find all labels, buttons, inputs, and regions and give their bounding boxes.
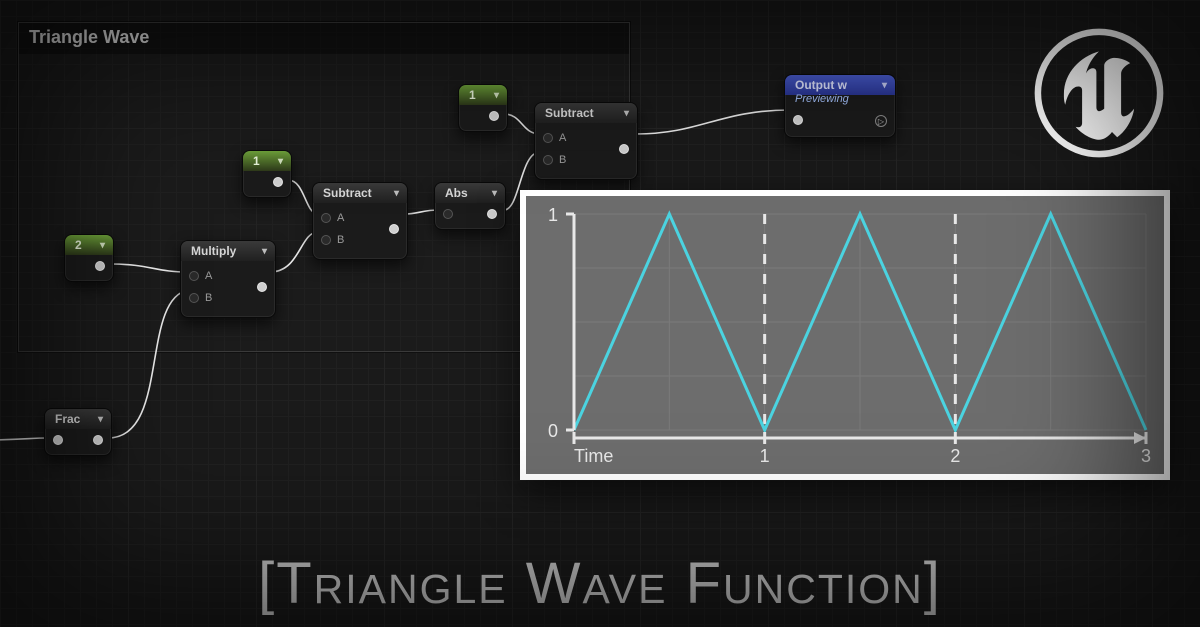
pin-in-b[interactable] bbox=[543, 155, 553, 165]
node-const-1b-header[interactable]: 1 ▾ bbox=[459, 85, 507, 105]
chevron-down-icon[interactable]: ▾ bbox=[492, 188, 497, 199]
node-abs-header[interactable]: Abs ▾ bbox=[435, 183, 505, 203]
chevron-down-icon[interactable]: ▾ bbox=[882, 80, 887, 91]
node-const-2-header[interactable]: 2 ▾ bbox=[65, 235, 113, 255]
node-output-sub: Previewing bbox=[785, 93, 895, 109]
node-const-1a[interactable]: 1 ▾ bbox=[242, 150, 292, 198]
node-subtract-1-label: Subtract bbox=[323, 186, 372, 200]
node-abs-label: Abs bbox=[445, 186, 468, 200]
node-subtract-2[interactable]: Subtract ▾ A B bbox=[534, 102, 638, 180]
node-output-label: Output w bbox=[795, 78, 847, 92]
pin-b-label: B bbox=[337, 234, 344, 246]
pin-a-label: A bbox=[205, 270, 212, 282]
node-const-2-label: 2 bbox=[75, 238, 82, 252]
node-frac-label: Frac bbox=[55, 412, 80, 426]
pin-a-label: A bbox=[337, 212, 344, 224]
node-output[interactable]: Output w ▾ Previewing ▷ bbox=[784, 74, 896, 138]
svg-text:1: 1 bbox=[760, 446, 770, 466]
chevron-down-icon[interactable]: ▾ bbox=[100, 240, 105, 251]
pin-out[interactable] bbox=[489, 111, 499, 121]
pin-out[interactable] bbox=[619, 144, 629, 154]
node-frac[interactable]: Frac ▾ bbox=[44, 408, 112, 456]
chevron-down-icon[interactable]: ▾ bbox=[278, 156, 283, 167]
pin-out[interactable] bbox=[487, 209, 497, 219]
node-subtract-1[interactable]: Subtract ▾ A B bbox=[312, 182, 408, 260]
node-subtract-1-header[interactable]: Subtract ▾ bbox=[313, 183, 407, 203]
node-const-1b[interactable]: 1 ▾ bbox=[458, 84, 508, 132]
pin-in[interactable] bbox=[53, 435, 63, 445]
comment-group-title[interactable]: Triangle Wave bbox=[19, 23, 629, 54]
chevron-down-icon[interactable]: ▾ bbox=[394, 188, 399, 199]
node-subtract-2-label: Subtract bbox=[545, 106, 594, 120]
chevron-down-icon[interactable]: ▾ bbox=[624, 108, 629, 119]
node-abs[interactable]: Abs ▾ bbox=[434, 182, 506, 230]
svg-text:1: 1 bbox=[548, 205, 558, 225]
pin-out[interactable] bbox=[257, 282, 267, 292]
pin-b-label: B bbox=[559, 154, 566, 166]
pin-in[interactable] bbox=[443, 209, 453, 219]
page-title: [Triangle Wave Function] bbox=[0, 550, 1200, 617]
pin-a-label: A bbox=[559, 132, 566, 144]
pin-in-b[interactable] bbox=[189, 293, 199, 303]
pin-out[interactable] bbox=[389, 224, 399, 234]
node-multiply-header[interactable]: Multiply ▾ bbox=[181, 241, 275, 261]
node-multiply[interactable]: Multiply ▾ A B bbox=[180, 240, 276, 318]
pin-in-a[interactable] bbox=[321, 213, 331, 223]
pin-in-a[interactable] bbox=[543, 133, 553, 143]
svg-text:0: 0 bbox=[548, 421, 558, 441]
engine-logo-icon bbox=[1034, 28, 1164, 163]
chevron-down-icon[interactable]: ▾ bbox=[494, 90, 499, 101]
pin-in-a[interactable] bbox=[189, 271, 199, 281]
pin-in-b[interactable] bbox=[321, 235, 331, 245]
node-const-2[interactable]: 2 ▾ bbox=[64, 234, 114, 282]
node-const-1a-label: 1 bbox=[253, 154, 260, 168]
pin-out[interactable] bbox=[273, 177, 283, 187]
svg-text:2: 2 bbox=[950, 446, 960, 466]
chevron-down-icon[interactable]: ▾ bbox=[98, 414, 103, 425]
node-multiply-label: Multiply bbox=[191, 244, 236, 258]
pin-b-label: B bbox=[205, 292, 212, 304]
svg-text:Time: Time bbox=[574, 446, 613, 466]
pin-in[interactable] bbox=[793, 115, 803, 125]
node-frac-header[interactable]: Frac ▾ bbox=[45, 409, 111, 429]
pin-out[interactable] bbox=[93, 435, 103, 445]
node-const-1b-label: 1 bbox=[469, 88, 476, 102]
node-output-header[interactable]: Output w ▾ bbox=[785, 75, 895, 95]
chevron-down-icon[interactable]: ▾ bbox=[262, 246, 267, 257]
chart-triangle-wave: 1 0 1 2 3 Time bbox=[520, 190, 1170, 480]
svg-text:3: 3 bbox=[1141, 446, 1151, 466]
pin-out[interactable] bbox=[95, 261, 105, 271]
node-const-1a-header[interactable]: 1 ▾ bbox=[243, 151, 291, 171]
pin-out-arrow-icon[interactable]: ▷ bbox=[875, 115, 887, 127]
node-subtract-2-header[interactable]: Subtract ▾ bbox=[535, 103, 637, 123]
